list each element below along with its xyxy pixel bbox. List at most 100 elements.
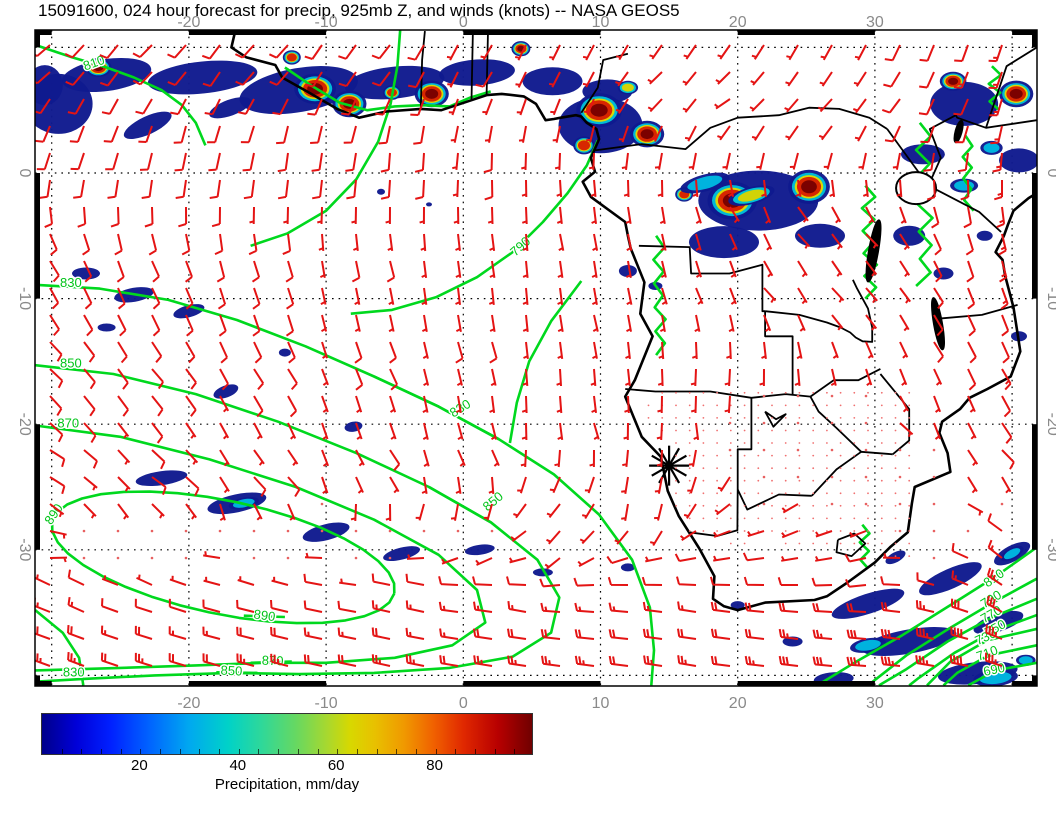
wind-barb (138, 125, 153, 143)
wind-barb (544, 557, 561, 570)
wind-barb (420, 233, 427, 252)
wind-barb (521, 206, 528, 225)
wind-barb (151, 476, 167, 495)
calm-grid-dot (647, 404, 650, 407)
wind-barb (691, 341, 698, 360)
wind-barb (642, 601, 663, 613)
wind-barb (151, 260, 160, 283)
wind-barb (508, 557, 527, 564)
wind-barb (487, 206, 494, 225)
calm-grid-dot (702, 417, 705, 419)
height-contour (35, 609, 85, 686)
wind-barb (899, 368, 908, 386)
wind-barb (49, 287, 60, 310)
wind-barb (785, 71, 799, 87)
wind-barb (695, 233, 702, 251)
height-contour (35, 363, 561, 683)
wind-barb (338, 71, 357, 88)
wind-barb (522, 287, 529, 305)
wind-barb (714, 98, 731, 110)
wind-barb (625, 341, 631, 360)
wind-barb (994, 180, 1003, 201)
calm-grid-dot (784, 429, 787, 432)
frame-bar (188, 681, 327, 686)
calm-grid-dot (867, 517, 869, 520)
wind-barb (557, 287, 564, 306)
wind-barb (99, 71, 119, 87)
colorbar-minor-tick (494, 749, 496, 754)
wind-barb (286, 287, 295, 310)
calm-grid-dot (784, 492, 787, 495)
precip-blob (976, 230, 993, 241)
calm-grid-dot (702, 429, 705, 432)
wind-barb (607, 576, 629, 586)
wind-barb (986, 567, 1003, 586)
wind-barb (919, 44, 935, 62)
precip-blob (933, 267, 954, 280)
precip-blob (919, 562, 982, 596)
calm-grid-dot (729, 479, 732, 482)
wind-barb (389, 341, 397, 364)
wind-barb (35, 625, 51, 640)
wind-barb (729, 206, 740, 224)
wind-barb (35, 652, 51, 667)
wind-barb (304, 44, 323, 60)
wind-barb (823, 152, 833, 170)
wind-barb (967, 341, 977, 364)
wind-barb (579, 530, 595, 545)
wind-barb (114, 233, 123, 256)
calm-grid-dot (908, 504, 911, 507)
calm-grid-dot (702, 404, 705, 407)
wind-barb (625, 368, 631, 387)
wind-barb (683, 503, 697, 519)
wind-barb (919, 71, 935, 89)
wind-barb (557, 341, 564, 360)
wind-barb (151, 368, 164, 390)
calm-grid-dot (798, 429, 801, 432)
calm-grid-dot (908, 391, 911, 394)
wind-barb (845, 579, 867, 588)
figure-title: 15091600, 024 hour forecast for precip, … (38, 1, 680, 20)
wind-barb (237, 98, 255, 115)
wind-barb (693, 422, 700, 441)
calm-grid-dot (826, 417, 828, 419)
calm-grid-dot (716, 404, 718, 407)
wind-barb (83, 422, 97, 444)
calm-grid-dot (716, 479, 718, 482)
colorbar-minor-tick (455, 749, 457, 754)
calm-grid-dot (675, 454, 677, 457)
wind-barb (178, 206, 188, 228)
wind-barb (219, 449, 230, 467)
wind-barb (831, 287, 845, 303)
wind-barb (285, 314, 295, 337)
wind-barb (439, 655, 459, 667)
wind-barb (523, 341, 529, 360)
wind-barb (354, 287, 361, 305)
calm-grid-dot (826, 429, 828, 432)
wind-barb (185, 476, 200, 497)
colorbar-minor-tick (376, 749, 378, 754)
wind-barb (654, 152, 663, 170)
calm-grid-dot (826, 530, 828, 532)
wind-barb (202, 653, 221, 667)
wind-barb (965, 233, 974, 256)
wind-barb (899, 314, 910, 332)
country-border (764, 410, 787, 428)
wind-barb (277, 179, 289, 200)
wind-barb (455, 476, 462, 494)
wind-barb (556, 179, 563, 198)
wind-barb (414, 152, 425, 173)
wind-barb (763, 287, 777, 304)
wind-barb (303, 573, 323, 586)
wind-barb (865, 368, 873, 387)
wind-barb (455, 260, 462, 278)
wind-barb (455, 314, 462, 332)
precip-blob (618, 265, 637, 277)
colorbar-minor-tick (278, 749, 280, 754)
wind-barb (49, 503, 65, 518)
wind-barb (371, 44, 391, 60)
wind-barb (101, 598, 119, 613)
precip-blob (425, 88, 439, 99)
calm-grid-dot (908, 442, 911, 444)
precip-blob (689, 226, 759, 259)
